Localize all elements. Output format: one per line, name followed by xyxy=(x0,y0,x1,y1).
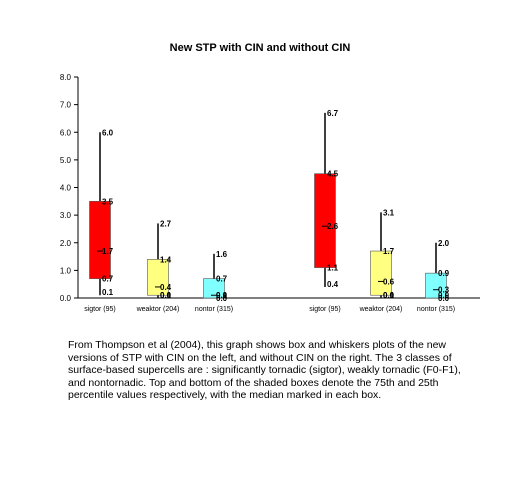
value-label-min: 0.0 xyxy=(160,291,172,300)
y-axis-ticks: 0.0 1.0 2.0 3.0 4.0 5.0 6.0 7.0 8.0 xyxy=(60,73,78,303)
box-plot-chart: New STP with CIN and without CIN 0.0 1.0 2… xyxy=(60,42,480,313)
box xyxy=(425,272,447,299)
value-label-q1: 0.7 xyxy=(102,275,114,284)
value-label-q3: 0.9 xyxy=(438,269,450,278)
box-group: 2.7 1.4 0.40.10.0 xyxy=(147,219,172,300)
category-label: nontor (315) xyxy=(417,306,455,313)
value-label-max: 6.7 xyxy=(327,109,339,118)
box xyxy=(314,173,336,268)
category-label: sigtor (95) xyxy=(309,306,341,313)
value-label-q1: 0.0 xyxy=(438,294,450,303)
value-label-max: 2.0 xyxy=(438,239,450,248)
value-label-max: 6.0 xyxy=(102,128,114,137)
box-group: 2.00.90.30.00.0 xyxy=(425,239,450,303)
value-label-median: 2.6 xyxy=(327,222,339,231)
box-group: 6.0 3.5 1.7 0.7 0.1 xyxy=(89,128,114,297)
value-label-median: 0.3 xyxy=(438,286,450,295)
value-label-min: 0.0 xyxy=(383,291,395,300)
y-tick-label: 5.0 xyxy=(60,156,72,165)
box-group: 6.7 4.5 2.6 1.1 0.4 xyxy=(314,109,339,289)
value-label-max: 2.7 xyxy=(160,219,172,228)
box-group: 3.1 1.7 0.6 0.10.0 xyxy=(370,208,395,300)
chart-svg: New STP with CIN and without CIN 0.0 1.0 2… xyxy=(60,42,480,313)
value-label-median: 1.7 xyxy=(102,247,114,256)
box xyxy=(89,201,111,279)
value-label-median: 0.4 xyxy=(160,283,172,292)
category-label: weaktor (204) xyxy=(136,306,180,313)
value-label-median: 0.6 xyxy=(383,277,395,286)
value-label-min: 0.1 xyxy=(102,288,114,297)
value-label-q3: 4.5 xyxy=(327,170,339,179)
value-label-min: 0.0 xyxy=(216,291,228,300)
value-label-q3: 3.5 xyxy=(102,197,114,206)
y-tick-label: 8.0 xyxy=(60,73,72,82)
value-label-min: 0.4 xyxy=(327,280,339,289)
value-label-q1: 0.1 xyxy=(160,291,172,300)
y-tick-label: 1.0 xyxy=(60,266,72,275)
y-tick-label: 6.0 xyxy=(60,128,72,137)
value-label-max: 3.1 xyxy=(383,208,395,217)
value-label-median: 0.1 xyxy=(216,291,228,300)
category-label: nontor (315) xyxy=(195,306,233,313)
box-group: 1.60.70.10.00.0 xyxy=(203,250,228,303)
value-label-min: 0.0 xyxy=(438,291,450,300)
figure-caption: From Thompson et al (2004), this graph s… xyxy=(68,339,461,401)
value-label-q3: 1.7 xyxy=(383,247,395,256)
box xyxy=(203,278,225,299)
value-label-q3: 1.4 xyxy=(160,255,172,264)
value-label-q1: 1.1 xyxy=(327,264,339,273)
y-tick-label: 3.0 xyxy=(60,211,72,220)
chart-title: New STP with CIN and without CIN xyxy=(170,42,351,54)
box xyxy=(147,259,169,296)
y-tick-label: 4.0 xyxy=(60,184,72,193)
y-tick-label: 0.0 xyxy=(60,294,72,303)
value-label-q3: 0.7 xyxy=(216,275,228,284)
box xyxy=(370,250,392,296)
category-label: weaktor (204) xyxy=(359,306,403,313)
category-label: sigtor (95) xyxy=(84,306,116,313)
value-label-q1: 0.0 xyxy=(216,294,228,303)
y-tick-label: 7.0 xyxy=(60,101,72,110)
value-label-max: 1.6 xyxy=(216,250,228,259)
value-label-q1: 0.1 xyxy=(383,291,395,300)
y-tick-label: 2.0 xyxy=(60,239,72,248)
